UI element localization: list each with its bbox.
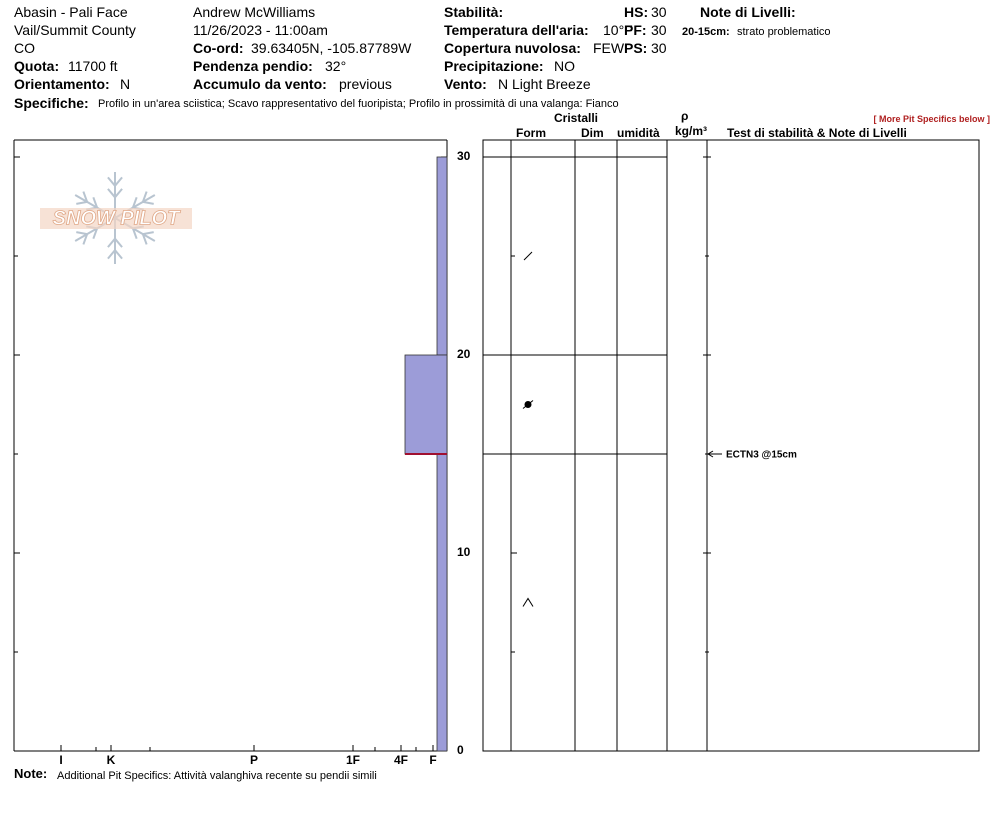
x-tick-label: 4F xyxy=(394,753,408,767)
column-header: Cristalli xyxy=(554,111,599,125)
label: Temperatura dell'aria: xyxy=(444,22,589,38)
value: 11700 ft xyxy=(68,58,118,74)
observer: Andrew McWilliams xyxy=(193,4,316,20)
location: Abasin - Pali Face xyxy=(14,4,128,20)
state: CO xyxy=(14,40,35,56)
label: Orientamento: xyxy=(14,76,110,92)
region: Vail/Summit County xyxy=(14,22,136,38)
logo-text: SNOW PILOT xyxy=(53,207,181,229)
value: N xyxy=(120,76,131,92)
value: 30 xyxy=(651,22,667,38)
logo-band xyxy=(40,208,192,229)
test-arrow-head xyxy=(707,450,714,458)
y-tick-label: 30 xyxy=(457,149,471,163)
label: HS: xyxy=(624,4,649,20)
datetime: 11/26/2023 - 11:00am xyxy=(193,22,328,38)
y-tick-label: 0 xyxy=(457,743,464,757)
label: Co-ord: xyxy=(193,40,244,56)
x-tick-label: K xyxy=(107,753,116,767)
label: Pendenza pendio: xyxy=(193,58,313,74)
x-tick-label: P xyxy=(250,753,258,767)
value: strato problematico xyxy=(737,26,831,38)
column-header: ρ xyxy=(681,109,689,123)
value: NO xyxy=(554,58,575,74)
label: Accumulo da vento: xyxy=(193,76,327,92)
test-label: ECTN3 @15cm xyxy=(726,450,797,461)
more-link[interactable]: [ More Pit Specifics below ] xyxy=(873,114,990,124)
grain-symbol xyxy=(522,400,534,409)
grain-symbol xyxy=(523,251,533,261)
column-header: Test di stabilità & Note di Livelli xyxy=(727,126,907,140)
column-header: Form xyxy=(516,126,546,140)
label: Note di Livelli: xyxy=(700,4,796,20)
x-tick-label: F xyxy=(429,753,436,767)
value: 30 xyxy=(651,4,667,20)
column-header: Dim xyxy=(581,126,604,140)
x-tick-label: I xyxy=(59,753,62,767)
value: Additional Pit Specifics: Attività valan… xyxy=(57,770,377,782)
label: PF: xyxy=(624,22,647,38)
value: 10°F xyxy=(603,22,633,38)
label: PS: xyxy=(624,40,648,56)
hardness-bar xyxy=(436,453,448,752)
label: Note: xyxy=(14,766,48,781)
table-frame xyxy=(482,139,980,752)
value: 30 xyxy=(651,40,667,56)
label: Precipitazione: xyxy=(444,58,544,74)
value: N Light Breeze xyxy=(498,76,591,92)
grain-symbol xyxy=(522,597,534,607)
y-tick-label: 10 xyxy=(457,545,471,559)
value: 39.63405N, -105.87789W xyxy=(251,40,412,56)
label: Copertura nuvolosa: xyxy=(444,40,581,56)
value: 32° xyxy=(325,58,347,74)
value: FEW xyxy=(593,40,625,56)
hardness-bar xyxy=(404,354,448,455)
y-tick-label: 20 xyxy=(457,347,471,361)
hardness-bar xyxy=(436,156,448,356)
label: Quota: xyxy=(14,58,60,74)
column-header: kg/m³ xyxy=(675,124,708,138)
column-header: umidità xyxy=(617,126,660,140)
label: 20-15cm: xyxy=(682,26,730,38)
x-tick-label: 1F xyxy=(346,753,360,767)
label: Specifiche: xyxy=(14,95,89,111)
value: Profilo in un'area sciistica; Scavo rapp… xyxy=(98,98,619,110)
label: Stabilità: xyxy=(444,4,504,20)
value: previous xyxy=(339,76,392,92)
label: Vento: xyxy=(444,76,487,92)
